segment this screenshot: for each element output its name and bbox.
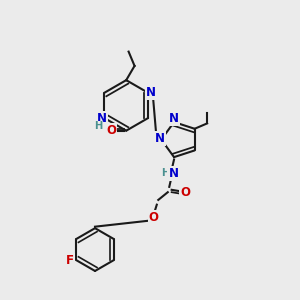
Text: O: O <box>180 186 190 199</box>
Text: O: O <box>106 124 116 136</box>
Text: N: N <box>168 167 178 180</box>
Text: N: N <box>146 86 155 99</box>
Text: F: F <box>66 254 74 267</box>
Text: H: H <box>94 122 102 131</box>
Text: O: O <box>149 211 159 224</box>
Text: N: N <box>155 132 165 145</box>
Text: H: H <box>161 169 169 178</box>
Text: N: N <box>97 112 107 124</box>
Text: N: N <box>169 112 179 125</box>
